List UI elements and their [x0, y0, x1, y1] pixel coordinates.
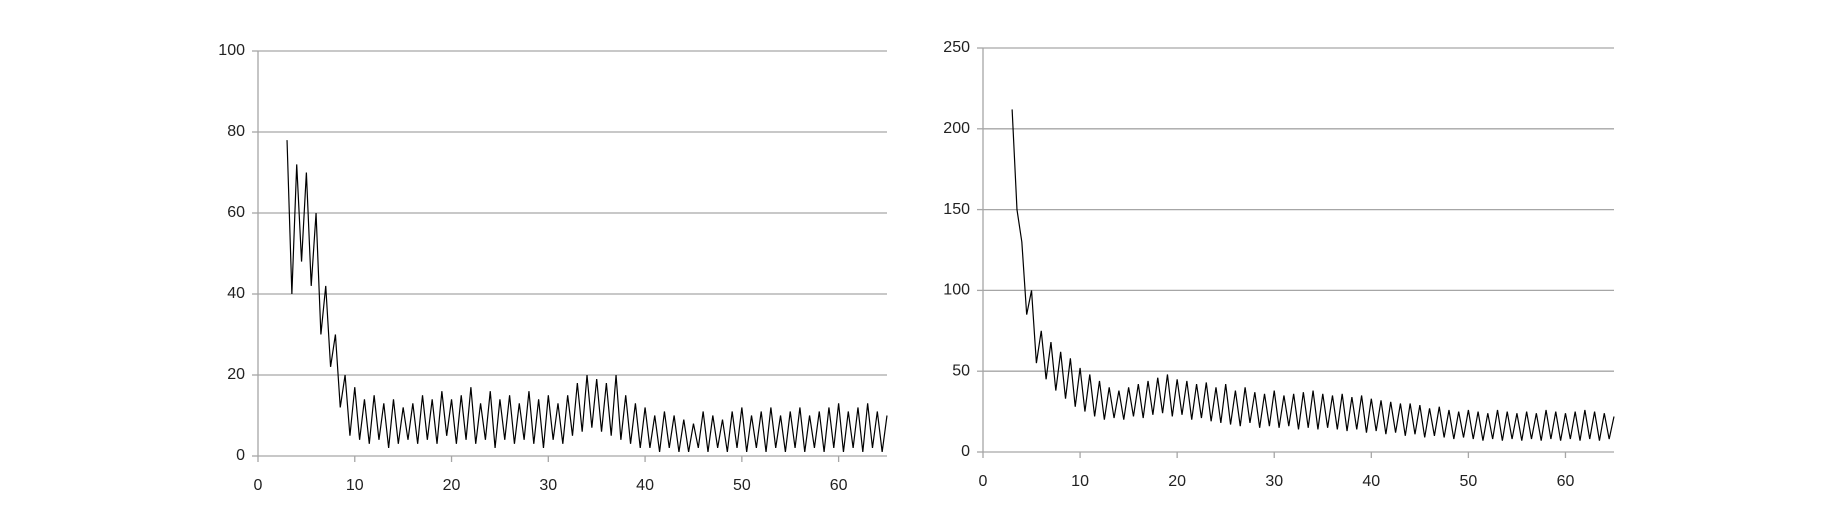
x-tick-label: 40 — [1362, 473, 1380, 490]
y-tick-label: 100 — [218, 42, 245, 59]
y-tick-label: 0 — [236, 447, 245, 464]
x-tick-label: 30 — [539, 477, 557, 494]
data-line — [286, 140, 888, 453]
x-tick-label: 10 — [1071, 473, 1089, 490]
y-tick-label: 40 — [227, 285, 245, 302]
x-tick-label: 50 — [733, 477, 751, 494]
y-tick-label: 20 — [227, 366, 245, 383]
y-tick-label: 50 — [952, 362, 970, 379]
x-tick-label: 60 — [830, 477, 848, 494]
x-tick-label: 10 — [346, 477, 364, 494]
y-tick-label: 60 — [227, 204, 245, 221]
y-tick-label: 0 — [961, 443, 970, 460]
x-tick-label: 50 — [1459, 473, 1477, 490]
y-tick-label: 200 — [943, 120, 970, 137]
x-tick-label: 30 — [1265, 473, 1283, 490]
x-tick-label: 40 — [636, 477, 654, 494]
y-tick-label: 80 — [227, 123, 245, 140]
x-tick-label: 20 — [443, 477, 461, 494]
y-tick-label: 250 — [943, 39, 970, 56]
x-tick-label: 0 — [254, 477, 263, 494]
x-tick-label: 60 — [1557, 473, 1575, 490]
y-tick-label: 150 — [943, 201, 970, 218]
x-tick-label: 20 — [1168, 473, 1186, 490]
data-line — [1011, 109, 1615, 441]
x-tick-label: 0 — [979, 473, 988, 490]
y-tick-label: 100 — [943, 282, 970, 299]
